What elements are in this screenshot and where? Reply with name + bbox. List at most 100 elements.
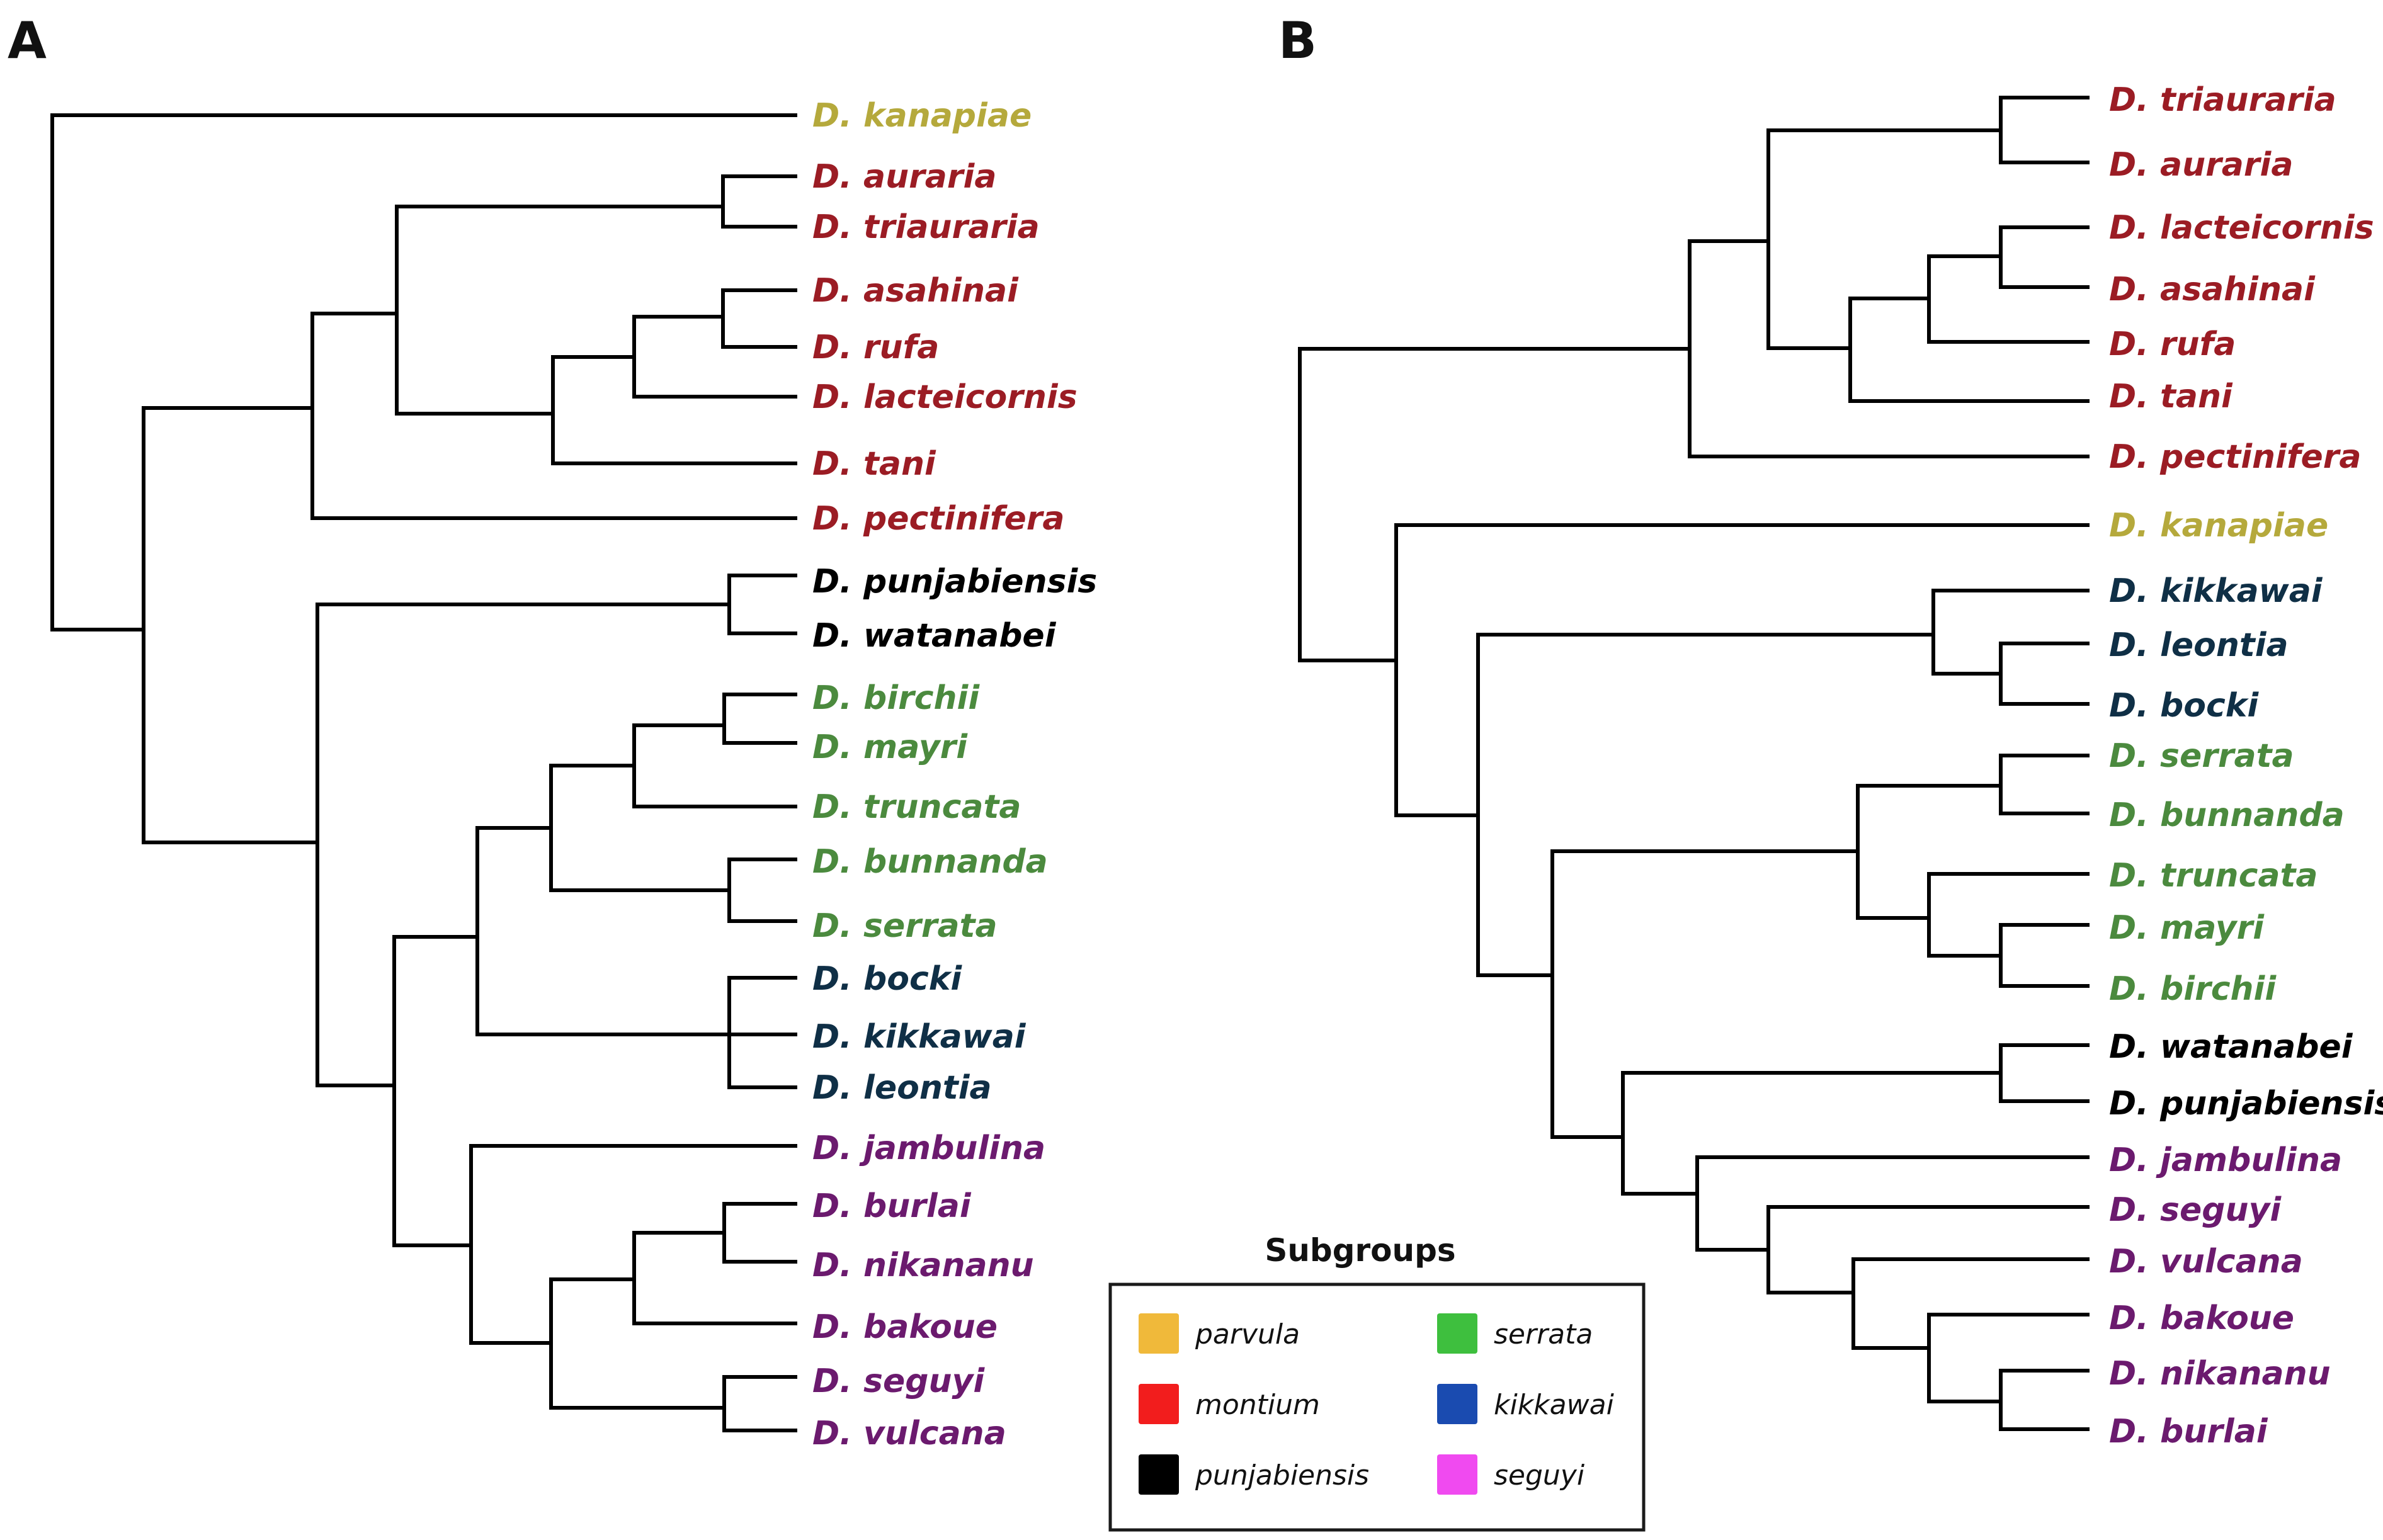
branch bbox=[722, 1202, 797, 1264]
tip-label: D. burlai bbox=[812, 1187, 972, 1225]
branch bbox=[727, 574, 797, 635]
tip-label: D. truncata bbox=[2109, 857, 2318, 895]
branch bbox=[1927, 872, 2090, 958]
tip-label: D. rufa bbox=[2109, 326, 2236, 363]
tip-label: D. pectinifera bbox=[812, 500, 1065, 538]
tip-label: D. lacteicornis bbox=[812, 378, 1078, 416]
tip-label: D. bunnanda bbox=[812, 843, 1048, 881]
branch bbox=[1695, 1155, 2090, 1252]
tip-label: D. auraria bbox=[2109, 146, 2293, 184]
tip-label: D. serrata bbox=[812, 907, 998, 945]
tip-label: D. vulcana bbox=[812, 1415, 1006, 1452]
branch bbox=[551, 355, 797, 465]
legend-swatch-serrata bbox=[1437, 1313, 1477, 1354]
panel-b-tree: B D. triauraria D. auraria bbox=[1278, 11, 2383, 1451]
branch bbox=[392, 935, 479, 1247]
branch bbox=[1621, 1071, 2003, 1196]
tip-label: D. punjabiensis bbox=[812, 563, 1097, 601]
branch bbox=[632, 315, 797, 399]
panel-a-tip-labels: D. kanapiae D. auraria D. triauraria D. asa… bbox=[812, 97, 1097, 1452]
legend-swatch-montium bbox=[1139, 1384, 1179, 1424]
branch bbox=[1298, 347, 1692, 662]
branch bbox=[50, 113, 797, 631]
legend-box bbox=[1108, 1282, 1646, 1532]
branch bbox=[1550, 849, 1860, 1139]
tip-label: D. bunnanda bbox=[2109, 796, 2345, 834]
legend-swatch-punjabiensis bbox=[1139, 1454, 1179, 1495]
panel-b-tip-labels: D. triauraria D. auraria D. lacteicornis D.… bbox=[2109, 81, 2383, 1451]
branch bbox=[1999, 1369, 2090, 1431]
branch bbox=[1476, 633, 1935, 977]
branch bbox=[1999, 642, 2090, 706]
branch bbox=[1851, 1257, 2090, 1350]
tip-label: D. triauraria bbox=[2109, 81, 2336, 119]
branch bbox=[549, 764, 731, 892]
legend-title: Subgroups bbox=[1265, 1232, 1455, 1269]
tip-label: D. kanapiae bbox=[812, 97, 1032, 135]
tip-label: D. birchii bbox=[2109, 970, 2277, 1008]
branch bbox=[475, 826, 731, 1036]
tip-label: D. truncata bbox=[812, 788, 1021, 826]
branch bbox=[1999, 225, 2090, 289]
panel-a-tree: A bbox=[8, 11, 1097, 1452]
tip-label: D. asahinai bbox=[2109, 271, 2316, 309]
tip-label: D. mayri bbox=[812, 728, 968, 766]
legend-swatch-seguyi bbox=[1437, 1454, 1477, 1495]
branch bbox=[721, 174, 797, 229]
tip-label: D. kikkawai bbox=[812, 1018, 1027, 1056]
branch bbox=[1999, 1043, 2090, 1103]
tip-label: D. triauraria bbox=[812, 208, 1040, 246]
tip-label: D. burlai bbox=[2109, 1413, 2268, 1451]
tip-label: D. auraria bbox=[812, 158, 996, 196]
tip-label: D. bakoue bbox=[812, 1308, 998, 1346]
branch bbox=[142, 406, 319, 844]
branch bbox=[1999, 754, 2090, 815]
legend-label-serrata: serrata bbox=[1494, 1318, 1593, 1350]
legend-label-parvula: parvula bbox=[1195, 1318, 1300, 1350]
branch bbox=[1394, 523, 2090, 817]
branch bbox=[1766, 128, 2003, 350]
tip-label: D. leontia bbox=[812, 1069, 992, 1107]
tip-label: D. tani bbox=[2109, 378, 2233, 416]
branch bbox=[316, 603, 731, 1087]
branch bbox=[721, 288, 797, 349]
tip-label: D. nikananu bbox=[2109, 1355, 2331, 1393]
tip-label: D. jambulina bbox=[2109, 1141, 2342, 1179]
legend-label-montium: montium bbox=[1195, 1389, 1320, 1421]
legend-label-punjabiensis: punjabiensis bbox=[1195, 1459, 1369, 1492]
tip-label: D. bocki bbox=[812, 960, 962, 998]
branch bbox=[549, 1277, 726, 1410]
legend-swatch-kikkawai bbox=[1437, 1384, 1477, 1424]
tip-label: D. tani bbox=[812, 445, 936, 483]
tip-label: D. vulcana bbox=[2109, 1243, 2303, 1281]
tip-label: D. bakoue bbox=[2109, 1299, 2294, 1337]
tip-label: D. lacteicornis bbox=[2109, 209, 2374, 247]
tip-label: D. bocki bbox=[2109, 687, 2259, 725]
tip-label: D. kikkawai bbox=[2109, 572, 2323, 610]
panel-a-branches bbox=[50, 113, 797, 1432]
branch bbox=[1999, 923, 2090, 988]
legend-swatch-parvula bbox=[1139, 1313, 1179, 1354]
branch bbox=[395, 205, 725, 416]
branch bbox=[727, 858, 797, 923]
panel-b-label: B bbox=[1278, 11, 1317, 70]
panel-a-label: A bbox=[8, 11, 47, 70]
branch bbox=[632, 723, 797, 808]
branch bbox=[727, 976, 797, 1089]
legend-items: parvula serrata montium kikkawai punjabiensi… bbox=[1139, 1313, 1615, 1495]
tip-label: D. mayri bbox=[2109, 909, 2265, 947]
branch bbox=[632, 1231, 797, 1325]
tip-label: D. serrata bbox=[2109, 737, 2294, 775]
panel-b-branches bbox=[1298, 96, 2090, 1431]
tip-label: D. asahinai bbox=[812, 272, 1019, 310]
branch bbox=[469, 1144, 797, 1345]
legend-label-seguyi: seguyi bbox=[1494, 1459, 1585, 1492]
tip-label: D. punjabiensis bbox=[2109, 1085, 2383, 1123]
branch bbox=[1856, 784, 2003, 920]
branch bbox=[1766, 1205, 2090, 1294]
branch bbox=[1688, 239, 2090, 458]
tip-label: D. seguyi bbox=[2109, 1191, 2282, 1229]
branch bbox=[1927, 254, 2090, 344]
branch bbox=[722, 693, 797, 745]
tip-label: D. rufa bbox=[812, 329, 939, 366]
